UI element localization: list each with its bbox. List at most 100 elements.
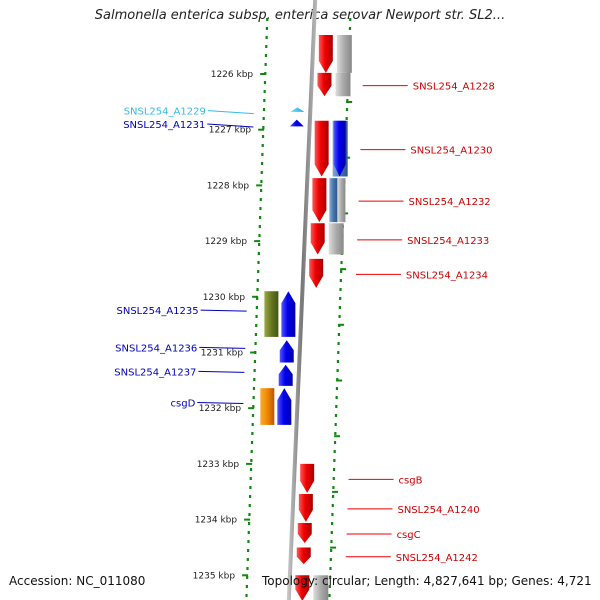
reverse-gene-arrow[interactable] <box>281 291 296 337</box>
track-dot <box>263 99 266 102</box>
forward-gene-arrow[interactable] <box>312 178 327 223</box>
forward-gene-label[interactable]: csgC <box>397 530 421 541</box>
track-dot <box>333 441 337 444</box>
reverse-gene-label[interactable]: SNSL254_A1237 <box>114 367 196 378</box>
reverse-gene-label[interactable]: csgD <box>171 399 196 410</box>
scale-label: 1234 kbp <box>195 516 238 526</box>
track-dot <box>251 414 255 417</box>
forward-gene-label[interactable]: SNSL254_A1228 <box>413 82 495 93</box>
track-dot <box>263 90 266 93</box>
track-dot <box>246 567 249 570</box>
accession-text: Accession: NC_011080 <box>9 574 146 588</box>
gc-skew-block <box>313 575 329 600</box>
forward-gene-label[interactable]: SNSL254_A1232 <box>409 197 491 208</box>
track-dot <box>251 423 254 426</box>
forward-gene-arrow[interactable] <box>309 258 324 288</box>
scale-label: 1233 kbp <box>197 460 240 470</box>
forward-gene-label[interactable]: SNSL254_A1234 <box>406 270 488 281</box>
track-dot <box>245 594 248 597</box>
forward-gene-arrow[interactable] <box>297 522 312 543</box>
track-dot <box>339 297 342 300</box>
track-dot <box>265 27 269 30</box>
track-dot <box>339 279 342 282</box>
forward-gene-arrow[interactable] <box>295 575 310 600</box>
forward-gene-arrow[interactable] <box>310 223 325 255</box>
track-dot <box>245 585 248 588</box>
scale-label: 1226 kbp <box>211 70 254 80</box>
track-dot <box>256 297 259 300</box>
track-dot <box>332 468 336 471</box>
reverse-gene-label[interactable]: SNSL254_A1236 <box>115 343 197 354</box>
forward-gene-arrow[interactable] <box>318 35 333 73</box>
track-dot <box>349 18 352 21</box>
gc-skew-block <box>329 178 338 223</box>
track-dot <box>330 540 333 543</box>
gene-leader-line <box>199 346 246 349</box>
track-dot <box>329 558 332 561</box>
track-dot <box>259 207 262 210</box>
reverse-gene-arrow[interactable] <box>279 340 294 363</box>
scale-label: 1231 kbp <box>201 349 244 359</box>
track-dot <box>328 594 331 597</box>
gene-leader-line <box>198 370 245 373</box>
track-dot <box>248 522 251 525</box>
track-dot <box>337 333 341 336</box>
forward-gene-arrow[interactable] <box>317 72 332 97</box>
forward-gene-arrow[interactable] <box>296 547 311 565</box>
scale-label: 1228 kbp <box>207 181 250 191</box>
track-dot <box>260 180 263 183</box>
track-dot <box>247 531 250 534</box>
track-dot <box>337 342 340 345</box>
track-dot <box>253 378 256 381</box>
track-dot <box>247 549 250 552</box>
forward-gene-label[interactable]: SNSL254_A1242 <box>396 553 478 564</box>
track-dot <box>260 162 264 165</box>
track-dot <box>334 414 338 417</box>
track-dot <box>252 396 255 399</box>
forward-gene-arrow[interactable] <box>314 120 329 177</box>
track-dot <box>345 117 348 120</box>
reverse-gene-label[interactable]: SNSL254_A1235 <box>117 306 199 317</box>
scale-label: 1230 kbp <box>203 293 246 303</box>
reverse-gene-arrow[interactable] <box>290 107 305 112</box>
track-dot <box>259 189 263 192</box>
reverse-gene-label[interactable]: SNSL254_A1229 <box>124 107 206 118</box>
track-dot <box>247 540 250 543</box>
track-dot <box>262 117 265 120</box>
forward-gene-label[interactable]: csgB <box>399 475 423 486</box>
track-dot <box>335 405 338 408</box>
track-dot <box>255 306 258 309</box>
forward-gene-label[interactable]: SNSL254_A1233 <box>407 236 489 247</box>
track-dot <box>255 315 258 318</box>
gene-leader-line <box>197 402 244 405</box>
reverse-gene-arrow[interactable] <box>277 388 292 425</box>
forward-gene-label[interactable]: SNSL254_A1240 <box>397 505 479 516</box>
reverse-gene-arrow[interactable] <box>289 119 304 127</box>
track-dot <box>332 477 335 480</box>
forward-gene-label[interactable]: SNSL254_A1230 <box>410 146 492 157</box>
track-dot <box>246 558 249 561</box>
gc-skew-block <box>336 35 352 73</box>
reverse-gene-label[interactable]: SNSL254_A1231 <box>123 120 205 131</box>
genome-backbone <box>286 0 318 600</box>
forward-gene-arrow[interactable] <box>300 463 315 493</box>
track-dot <box>261 153 264 156</box>
track-dot <box>257 252 260 255</box>
track-dot <box>265 45 268 48</box>
track-dot <box>259 198 262 201</box>
track-dot <box>332 486 335 489</box>
track-dot <box>257 261 260 264</box>
track-dot <box>261 135 265 138</box>
track-dot <box>262 126 265 129</box>
gc-skew-block <box>335 72 351 97</box>
track-dot <box>345 108 349 111</box>
track-dot <box>330 531 333 534</box>
gene-leader-line <box>207 123 254 128</box>
scale-label: 1229 kbp <box>205 237 248 247</box>
forward-gene-arrow[interactable] <box>298 493 313 522</box>
track-dot <box>331 504 334 507</box>
track-dot <box>253 360 257 363</box>
reverse-gene-arrow[interactable] <box>278 364 293 386</box>
track-dot <box>261 144 264 147</box>
